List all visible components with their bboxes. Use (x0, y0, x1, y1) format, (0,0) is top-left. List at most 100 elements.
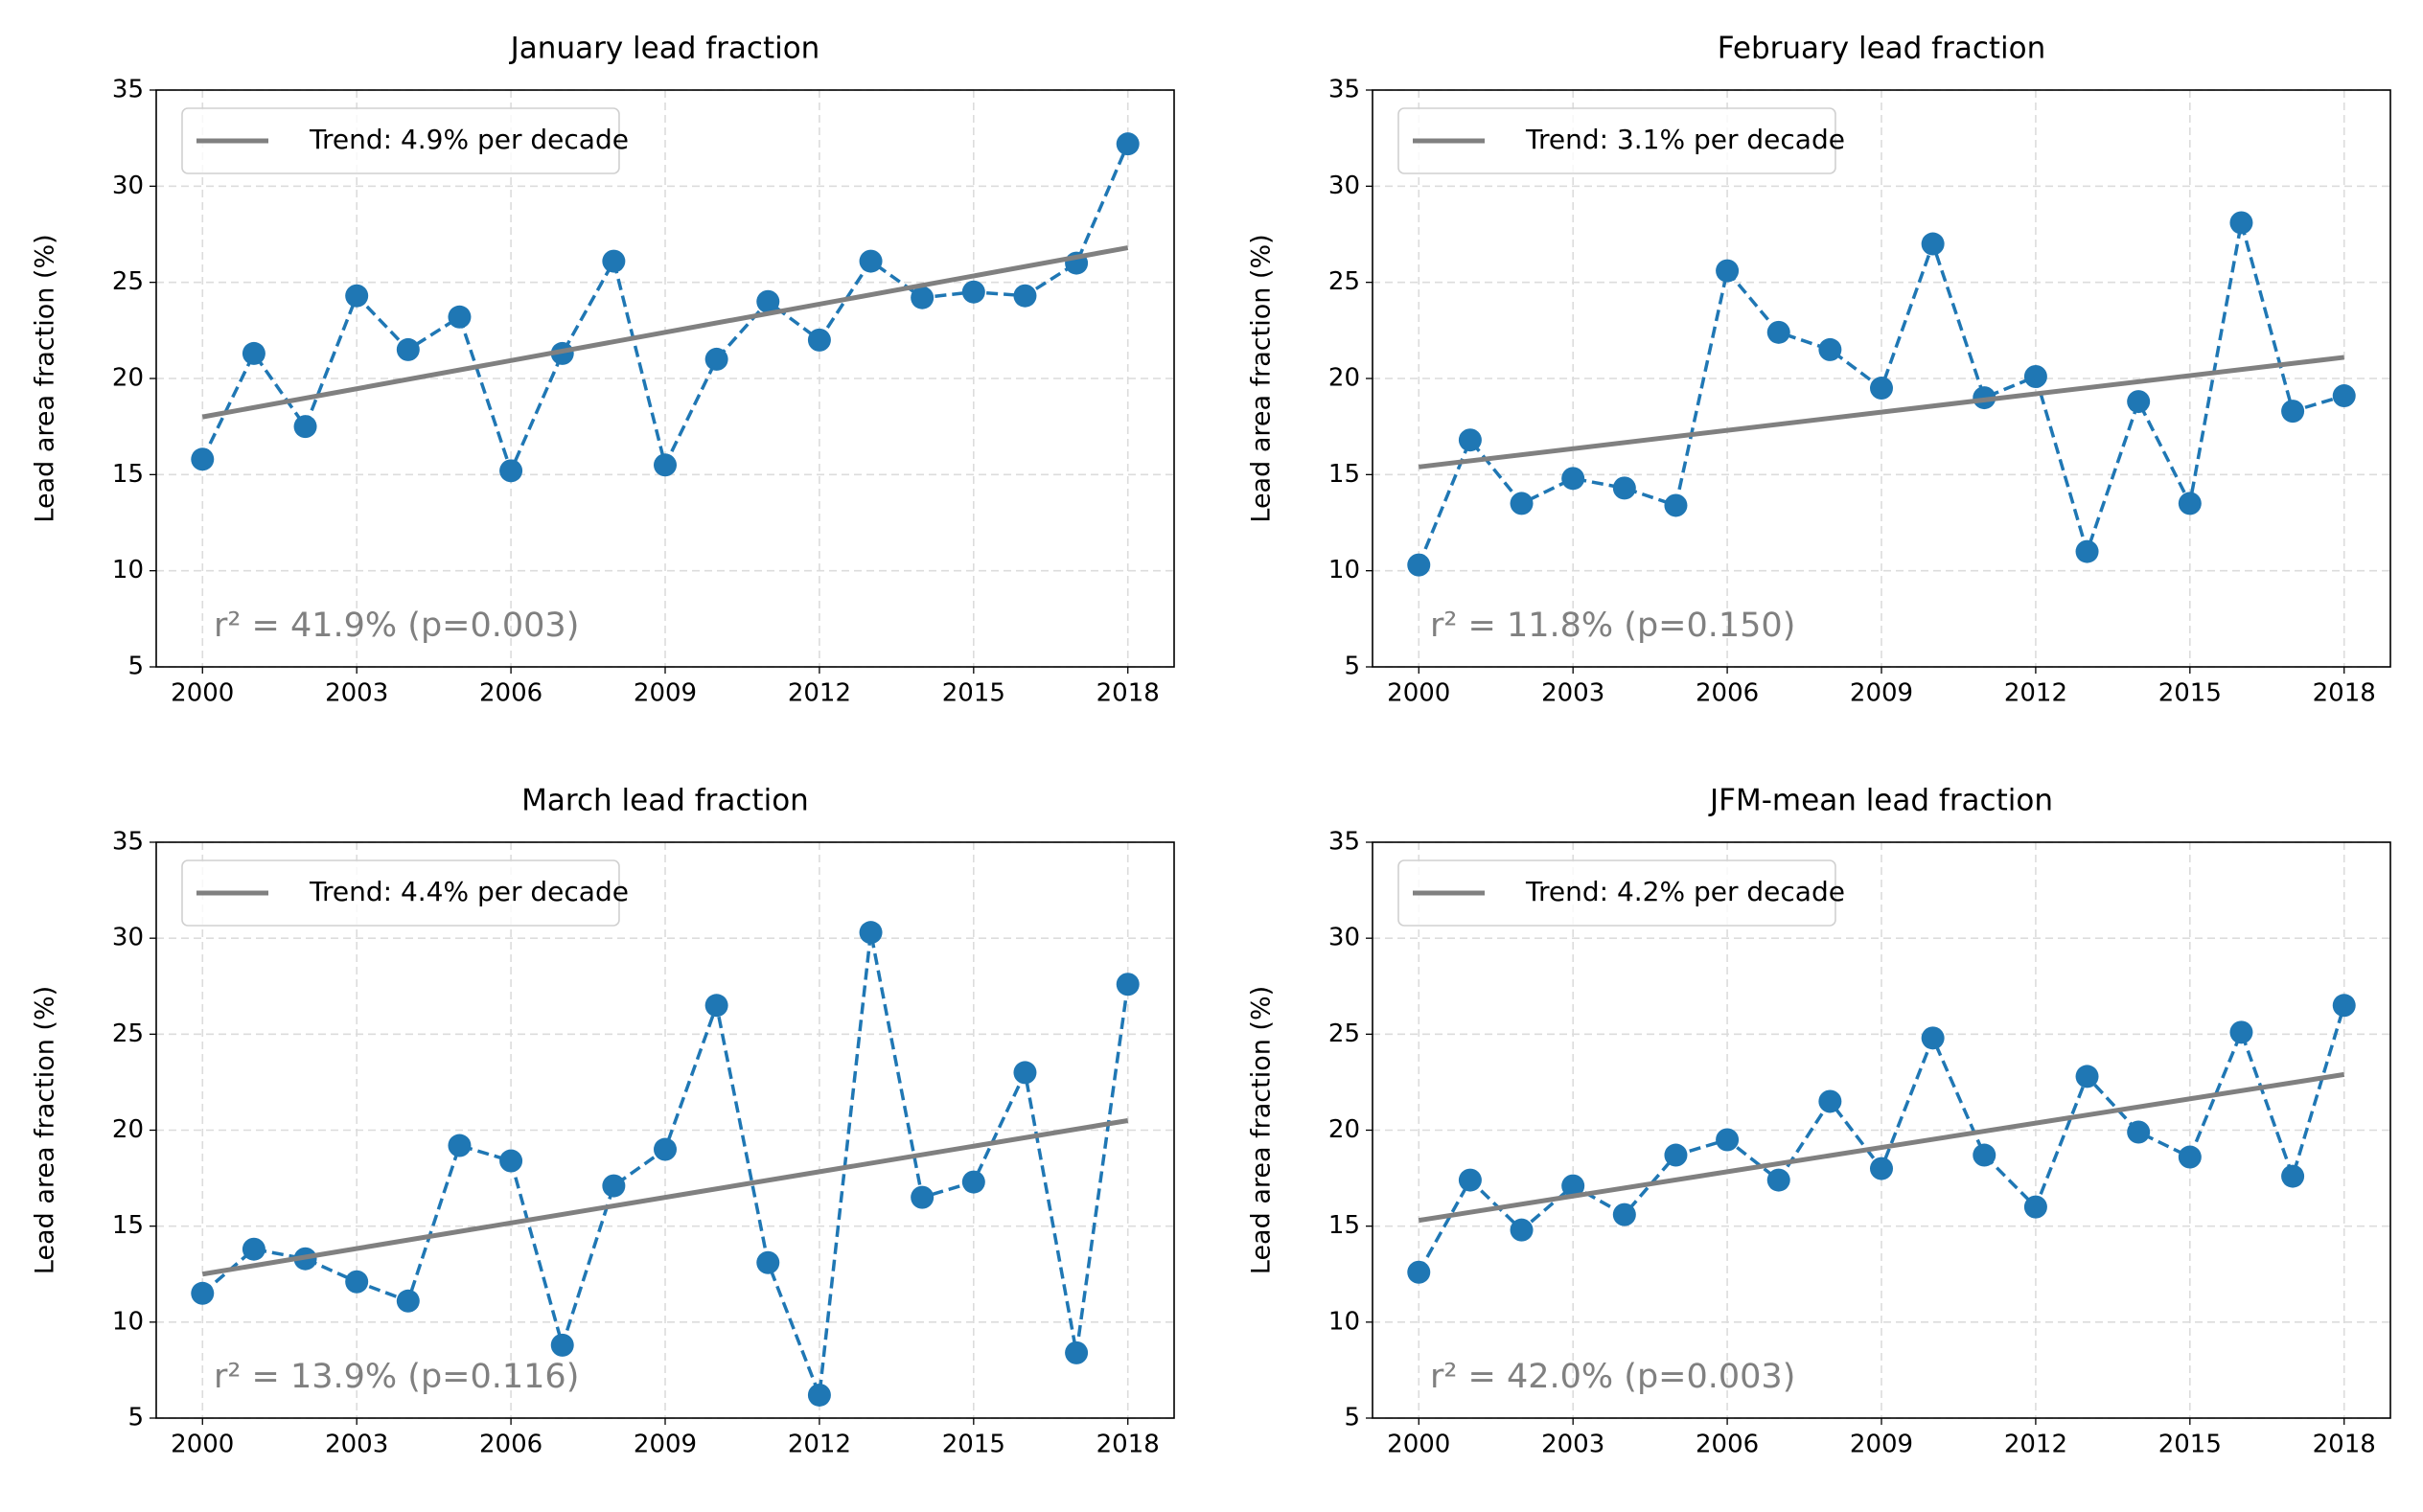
legend: Trend: 3.1% per decade (1397, 107, 1845, 174)
data-point (1612, 476, 1636, 500)
trend-line (201, 245, 1129, 420)
y-tick-label: 35 (1328, 828, 1360, 857)
x-tick-label: 2015 (2158, 679, 2222, 708)
x-tick-label: 2015 (2158, 1431, 2222, 1459)
x-tick-label: 2018 (2313, 1431, 2376, 1459)
data-point (448, 305, 472, 329)
x-tick-label: 2000 (171, 1431, 234, 1459)
data-point (654, 1137, 677, 1161)
y-axis-label: Lead area fraction (%) (31, 234, 60, 522)
x-tick-label: 2009 (1850, 1431, 1913, 1459)
legend-label: Trend: 4.4% per decade (309, 876, 629, 907)
data-point (602, 1174, 626, 1198)
y-tick-label: 25 (1328, 1019, 1360, 1048)
y-tick-label: 10 (1328, 556, 1360, 584)
data-point (2178, 492, 2202, 515)
chart-title: February lead fraction (1718, 32, 2046, 66)
y-axis-label: Lead area fraction (%) (1247, 986, 1277, 1274)
axes-frame (155, 89, 1175, 668)
data-point (1510, 492, 1534, 515)
y-axis-label: Lead area fraction (%) (1247, 234, 1277, 522)
data-point (396, 337, 420, 361)
annotation: r² = 13.9% (p=0.116) (214, 1358, 579, 1396)
y-tick-label: 15 (1328, 1211, 1360, 1240)
x-tick-label: 2015 (942, 679, 1005, 708)
x-tick-label: 2003 (1541, 1431, 1604, 1459)
x-tick-label: 2003 (1541, 679, 1604, 708)
y-tick-label: 25 (1328, 267, 1360, 296)
y-tick-label: 15 (112, 1211, 144, 1240)
data-point (654, 453, 677, 477)
y-tick-label: 20 (1328, 364, 1360, 393)
y-tick-label: 35 (112, 828, 144, 857)
legend-label: Trend: 4.9% per decade (309, 124, 629, 155)
data-point (807, 328, 831, 352)
legend-box (1397, 859, 1836, 927)
chart-title: March lead fraction (521, 784, 809, 818)
x-tick-label: 2012 (2004, 1431, 2067, 1459)
y-tick-label: 15 (1328, 460, 1360, 489)
x-tick-label: 2012 (2004, 679, 2067, 708)
data-point (1766, 1168, 1790, 1192)
y-tick-label: 30 (112, 172, 144, 200)
data-point (550, 1333, 574, 1357)
y-tick-label: 20 (112, 364, 144, 393)
annotation: r² = 11.8% (p=0.150) (1430, 607, 1795, 645)
data-point (1870, 377, 1893, 401)
legend-box (181, 859, 620, 927)
data-point (2229, 211, 2253, 235)
data-point (1561, 467, 1585, 491)
x-tick-label: 2012 (788, 679, 851, 708)
data-point (756, 289, 780, 313)
x-tick-label: 2003 (325, 1431, 388, 1459)
y-tick-label: 10 (1328, 1307, 1360, 1336)
data-point (1458, 1168, 1482, 1192)
data-point (911, 1185, 935, 1209)
x-tick-label: 2009 (1850, 679, 1913, 708)
legend-box (1397, 107, 1836, 174)
data-point (704, 347, 728, 371)
legend: Trend: 4.2% per decade (1397, 859, 1845, 927)
x-tick-label: 2003 (325, 679, 388, 708)
data-point (2229, 1020, 2253, 1044)
data-point (961, 280, 985, 304)
x-tick-label: 2012 (788, 1431, 851, 1459)
data-point (807, 1383, 831, 1407)
data-point (1612, 1203, 1636, 1226)
trend-line (1418, 355, 2345, 470)
data-point (1407, 553, 1431, 577)
data-point (911, 286, 935, 309)
data-point (448, 1134, 472, 1157)
data-point (859, 249, 883, 273)
subplot: 5 10 15 20 25 30 35 2000 2003 2006 2009 2012 2015 201… (1247, 784, 2391, 1459)
annotation: r² = 41.9% (p=0.003) (214, 607, 579, 645)
y-tick-label: 5 (1344, 1404, 1360, 1432)
axes-frame (155, 841, 1175, 1419)
data-point (1716, 259, 1740, 283)
data-point (1766, 320, 1790, 344)
legend-box (181, 107, 620, 174)
data-point (1116, 973, 1140, 997)
x-tick-label: 2015 (942, 1431, 1005, 1459)
data-point (1561, 1174, 1585, 1198)
y-tick-label: 35 (1328, 76, 1360, 104)
y-tick-label: 10 (112, 1307, 144, 1336)
chart-title: January lead fraction (509, 32, 820, 66)
data-point (1921, 1026, 1945, 1050)
data-point (961, 1170, 985, 1194)
data-point (2075, 1065, 2099, 1088)
data-point (242, 1237, 265, 1261)
annotation: r² = 42.0% (p=0.003) (1430, 1358, 1795, 1396)
subplot: 5 10 15 20 25 30 35 2000 2003 2006 2009 2012 2015 201… (31, 784, 1175, 1459)
data-point (1818, 337, 1842, 361)
x-tick-label: 2006 (479, 1431, 542, 1459)
legend-label: Trend: 3.1% per decade (1525, 124, 1845, 155)
data-point (345, 284, 369, 308)
data-point (1818, 1089, 1842, 1113)
legend-label: Trend: 4.2% per decade (1525, 876, 1845, 907)
y-axis-label: Lead area fraction (%) (31, 986, 60, 1274)
data-point (191, 447, 215, 471)
y-tick-label: 5 (127, 653, 144, 681)
x-tick-label: 2006 (479, 679, 542, 708)
